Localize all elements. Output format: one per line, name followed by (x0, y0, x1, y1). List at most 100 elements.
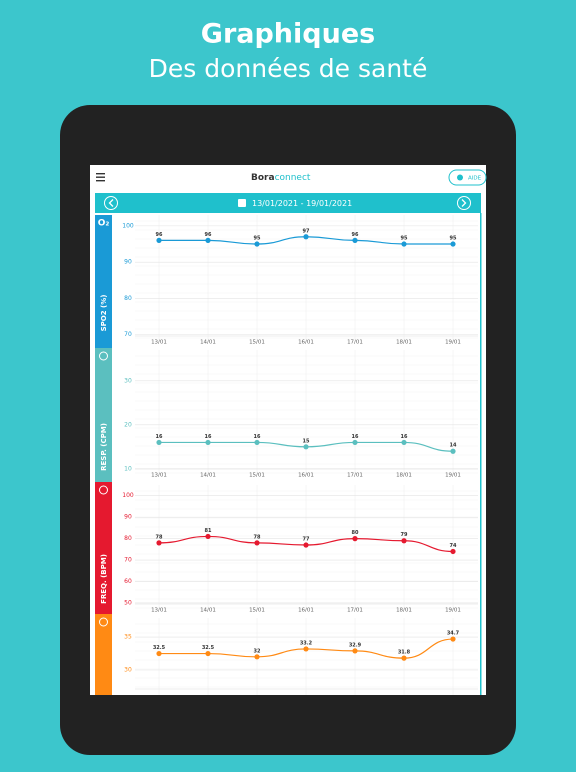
value-label: 31.8 (398, 650, 411, 656)
value-label: 16 (205, 434, 212, 440)
value-label: 80 (352, 530, 359, 536)
menu-button[interactable] (96, 173, 105, 182)
point (450, 448, 456, 454)
point (254, 540, 260, 546)
value-label: 32 (254, 648, 261, 654)
y-tick-label: 100 (122, 222, 134, 229)
point (205, 237, 211, 243)
x-tick-label: 19/01 (445, 608, 461, 614)
subtitle: Des données de santé (149, 54, 428, 83)
point (352, 648, 358, 654)
y-tick-label: 30 (124, 377, 132, 384)
value-label: 15 (303, 438, 310, 444)
x-tick-label: 16/01 (298, 340, 314, 346)
value-label: 95 (254, 236, 261, 242)
x-tick-label: 14/01 (200, 608, 216, 614)
value-label: 32.5 (153, 645, 166, 651)
point (254, 241, 260, 247)
right-edge (480, 213, 482, 695)
point (303, 234, 309, 240)
next-arrow (461, 199, 467, 207)
side-icon (99, 617, 108, 627)
y-axis-label: SPO2 (%) (100, 295, 108, 332)
help-button[interactable]: AIDE (448, 169, 487, 186)
point (450, 636, 456, 642)
x-tick-label: 13/01 (151, 340, 167, 346)
value-label: 16 (156, 434, 163, 440)
value-label: 96 (205, 232, 212, 238)
value-label: 16 (352, 434, 359, 440)
app-screen (90, 165, 486, 695)
prev-arrow (108, 199, 114, 207)
menu-bar (96, 180, 105, 182)
y-tick-label: 20 (124, 421, 132, 428)
x-tick-label: 14/01 (200, 340, 216, 346)
y-tick-label: 70 (124, 331, 132, 338)
help-label: AIDE (468, 176, 482, 182)
point (156, 540, 162, 546)
x-tick-label: 13/01 (151, 608, 167, 614)
x-tick-label: 15/01 (249, 608, 265, 614)
x-tick-label: 14/01 (200, 473, 216, 479)
value-label: 97 (303, 228, 310, 234)
point (205, 650, 211, 657)
point (156, 237, 162, 243)
point (303, 542, 309, 548)
value-label: 32.5 (202, 645, 215, 651)
point (401, 241, 407, 247)
point (303, 646, 309, 652)
logo: Boraconnect (251, 173, 311, 183)
y-tick-label: 70 (124, 557, 132, 564)
point (450, 241, 456, 247)
value-label: 78 (156, 534, 163, 540)
y-tick-label: 80 (124, 295, 132, 302)
y-tick-label: 60 (124, 578, 132, 585)
y-tick-label: 30 (124, 666, 132, 673)
value-label: 95 (401, 236, 408, 242)
value-label: 81 (205, 528, 212, 534)
y-tick-label: 10 (124, 465, 132, 472)
point (401, 655, 407, 661)
point (352, 237, 358, 243)
value-label: 34.7 (447, 631, 460, 637)
side-bar (95, 614, 112, 695)
date-range[interactable]: 13/01/2021 - 19/01/2021 (252, 199, 352, 208)
prev-button[interactable] (104, 196, 118, 210)
value-label: 16 (254, 434, 261, 440)
value-label: 33.2 (300, 640, 313, 646)
point (401, 439, 407, 446)
charts: O₂ SPO2 (%) 70 80 90 100 13/01 14/01 15/01 16/01 1… (95, 215, 478, 695)
value-label: 14 (450, 443, 457, 449)
y-tick-label: 80 (124, 535, 132, 542)
y-tick-label: 90 (124, 514, 132, 521)
x-tick-label: 15/01 (249, 340, 265, 346)
side-icon (99, 485, 108, 495)
point (205, 439, 211, 446)
calendar-icon (238, 199, 246, 207)
x-tick-label: 15/01 (249, 473, 265, 479)
side-icon-label: O₂ (98, 219, 110, 229)
value-label: 96 (352, 232, 359, 238)
point (254, 439, 260, 446)
value-label: 79 (401, 532, 408, 538)
side-icon (99, 351, 108, 361)
next-button[interactable] (457, 196, 471, 210)
prev-circle (104, 196, 118, 210)
x-tick-label: 16/01 (298, 608, 314, 614)
x-tick-label: 18/01 (396, 340, 412, 346)
x-tick-label: 19/01 (445, 340, 461, 346)
title: Graphiques (201, 19, 375, 50)
point (352, 536, 358, 542)
x-tick-label: 16/01 (298, 473, 314, 479)
point (156, 650, 162, 657)
value-label: 78 (254, 534, 261, 540)
point (352, 439, 358, 446)
point (205, 533, 211, 540)
x-tick-label: 18/01 (396, 608, 412, 614)
y-tick-label: 100 (122, 492, 134, 499)
value-label: 77 (303, 537, 310, 543)
menu-bar (96, 176, 105, 178)
value-label: 96 (156, 232, 163, 238)
